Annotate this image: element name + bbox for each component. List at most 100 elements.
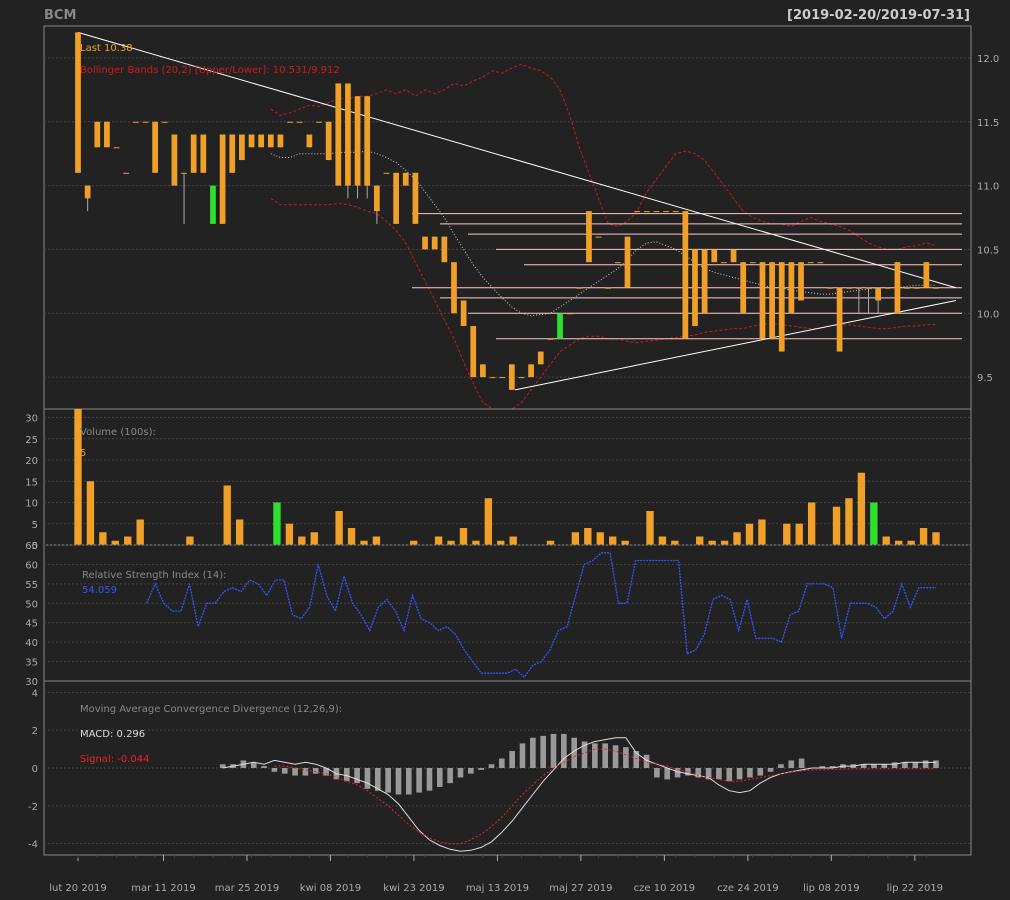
candle-down bbox=[778, 262, 785, 352]
volume-bar bbox=[459, 528, 468, 545]
rsi-tick-label: 35 bbox=[25, 658, 38, 669]
macd-histogram-bar bbox=[416, 768, 422, 793]
macd-histogram-bar bbox=[871, 764, 877, 768]
macd-histogram-bar bbox=[705, 768, 712, 780]
candle-down bbox=[325, 121, 332, 161]
trendline-lower bbox=[514, 299, 957, 391]
candle-down bbox=[248, 134, 255, 148]
rsi-tick-label: 45 bbox=[25, 619, 38, 630]
rsi-value: 54.059 bbox=[82, 585, 117, 596]
macd-histogram-bar bbox=[478, 768, 484, 770]
macd-histogram-bar bbox=[633, 750, 640, 768]
volume-tick-label: 20 bbox=[25, 456, 38, 467]
candle-up bbox=[210, 185, 216, 224]
volume-bar bbox=[895, 540, 903, 545]
candle-down bbox=[595, 236, 602, 238]
macd-value: MACD: 0.296 bbox=[80, 729, 145, 740]
candle-down bbox=[132, 121, 139, 123]
volume-bar bbox=[223, 485, 231, 545]
volume-bar bbox=[447, 540, 455, 545]
x-axis-tick-label: maj 13 2019 bbox=[466, 883, 529, 894]
macd-histogram-bar bbox=[509, 750, 515, 768]
candle-down bbox=[749, 262, 756, 264]
candle-down bbox=[798, 262, 804, 301]
rsi-tick-label: 40 bbox=[25, 638, 38, 649]
macd-histogram-bar bbox=[757, 768, 764, 776]
candle-down bbox=[431, 236, 438, 250]
candle-down bbox=[759, 262, 766, 339]
candle-down bbox=[316, 121, 322, 123]
macd-histogram-bar bbox=[271, 768, 278, 772]
volume-bar bbox=[497, 540, 505, 545]
volume-bar bbox=[845, 498, 853, 545]
candle-down bbox=[104, 121, 110, 148]
macd-tick-label: 4 bbox=[32, 688, 38, 699]
macd-histogram-bar bbox=[788, 760, 795, 768]
candle-down bbox=[537, 351, 544, 365]
candle-down bbox=[653, 211, 660, 213]
candle-down bbox=[277, 134, 284, 148]
candle-down bbox=[383, 172, 390, 174]
candle-down bbox=[904, 287, 910, 289]
candle-down bbox=[142, 121, 149, 123]
bollinger-upper-line bbox=[270, 63, 937, 250]
volume-bar bbox=[136, 519, 144, 545]
candle-down bbox=[740, 262, 747, 314]
volume-value: 5 bbox=[80, 448, 86, 459]
candle-down bbox=[711, 249, 718, 263]
volume-bar bbox=[745, 523, 754, 545]
volume-bar bbox=[335, 511, 343, 545]
macd-histogram-bar bbox=[436, 768, 443, 787]
rsi-tick-label: 50 bbox=[25, 599, 38, 610]
x-axis-tick-label: lip 08 2019 bbox=[803, 883, 859, 894]
volume-bar bbox=[857, 472, 866, 545]
candle-down bbox=[460, 300, 467, 327]
candle-down bbox=[480, 364, 486, 378]
macd-histogram-bar bbox=[623, 747, 629, 768]
volume-bar bbox=[372, 536, 381, 545]
candle-down bbox=[518, 377, 525, 379]
rsi-tick-label: 55 bbox=[25, 580, 38, 591]
candle-down bbox=[663, 211, 669, 213]
volume-bar bbox=[671, 540, 679, 545]
macd-histogram-bar bbox=[747, 768, 753, 778]
volume-bar bbox=[832, 506, 841, 545]
macd-histogram-bar bbox=[829, 766, 836, 768]
macd-histogram-bar bbox=[540, 735, 546, 768]
macd-histogram-bar bbox=[881, 764, 888, 768]
macd-histogram-bar bbox=[664, 768, 671, 780]
macd-histogram-bar bbox=[405, 768, 412, 795]
macd-histogram-bar bbox=[685, 768, 691, 776]
candle-down bbox=[605, 287, 612, 289]
macd-line bbox=[222, 737, 936, 852]
x-axis-tick-label: mar 25 2019 bbox=[215, 883, 280, 894]
macd-histogram-bar bbox=[457, 768, 464, 778]
candle-down bbox=[181, 172, 187, 174]
rsi-tick-label: 65 bbox=[25, 541, 38, 552]
candle-down bbox=[451, 262, 457, 314]
candle-down bbox=[846, 287, 853, 289]
volume-bar bbox=[509, 536, 517, 545]
candle-down bbox=[441, 236, 448, 263]
volume-tick-label: 5 bbox=[32, 520, 38, 531]
x-axis-tick-label: kwi 08 2019 bbox=[300, 883, 361, 894]
macd-histogram-bar bbox=[891, 762, 898, 768]
x-axis-tick-label: kwi 23 2019 bbox=[383, 883, 444, 894]
candle-down bbox=[470, 326, 477, 378]
candle-down bbox=[364, 96, 371, 186]
volume-bar bbox=[546, 540, 555, 545]
macd-histogram-bar bbox=[343, 768, 350, 782]
price-tick-label: 10.0 bbox=[977, 309, 999, 320]
candle-down bbox=[171, 134, 178, 186]
candle-down bbox=[721, 262, 727, 264]
macd-histogram-bar bbox=[726, 768, 733, 782]
macd-histogram-bar bbox=[250, 762, 257, 768]
price-tick-label: 11.0 bbox=[977, 182, 999, 193]
rsi-line bbox=[146, 552, 936, 679]
volume-bar bbox=[186, 536, 194, 545]
price-tick-label: 9.5 bbox=[977, 373, 993, 384]
volume-bar bbox=[907, 540, 915, 545]
volume-bar bbox=[596, 532, 604, 545]
macd-histogram-bar bbox=[261, 766, 267, 768]
